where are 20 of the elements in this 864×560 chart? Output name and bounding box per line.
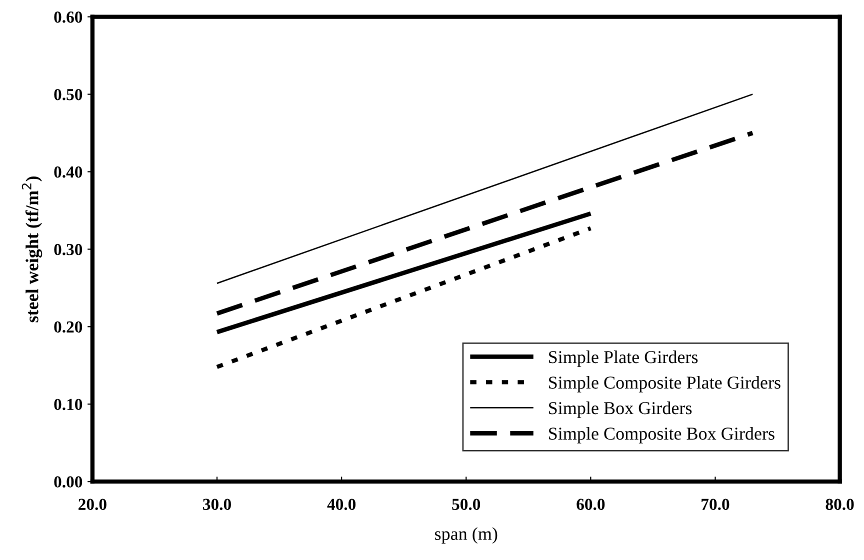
x-tick-label: 20.0	[78, 498, 106, 510]
y-tick-label: 0.60	[54, 12, 82, 23]
legend-label: Simple Plate Girders	[549, 350, 698, 367]
x-tick-label: 50.0	[452, 498, 480, 510]
y-tick-label: 0.30	[54, 244, 82, 256]
legend-label: Simple Composite Box Girders	[549, 427, 774, 444]
x-tick-label: 80.0	[826, 498, 854, 510]
y-tick-label: 0.10	[54, 398, 82, 410]
legend-label: Simple Box Girders	[549, 402, 692, 418]
y-tick-label: 0.20	[54, 321, 82, 333]
y-tick-label: 0.50	[54, 88, 82, 100]
x-tick-label: 30.0	[203, 498, 231, 510]
y-tick-label: 0.40	[54, 166, 82, 178]
y-tick-label: 0.00	[54, 476, 82, 488]
x-tick-label: 70.0	[702, 498, 730, 510]
x-tick-label: 60.0	[576, 498, 605, 510]
legend-label: Simple Composite Plate Girders	[549, 376, 780, 392]
x-axis-title: span (m)	[435, 527, 498, 544]
y-axis-title: steel weight (tf/m$^{2}$)	[22, 176, 42, 322]
x-tick-label: 40.0	[327, 498, 356, 510]
